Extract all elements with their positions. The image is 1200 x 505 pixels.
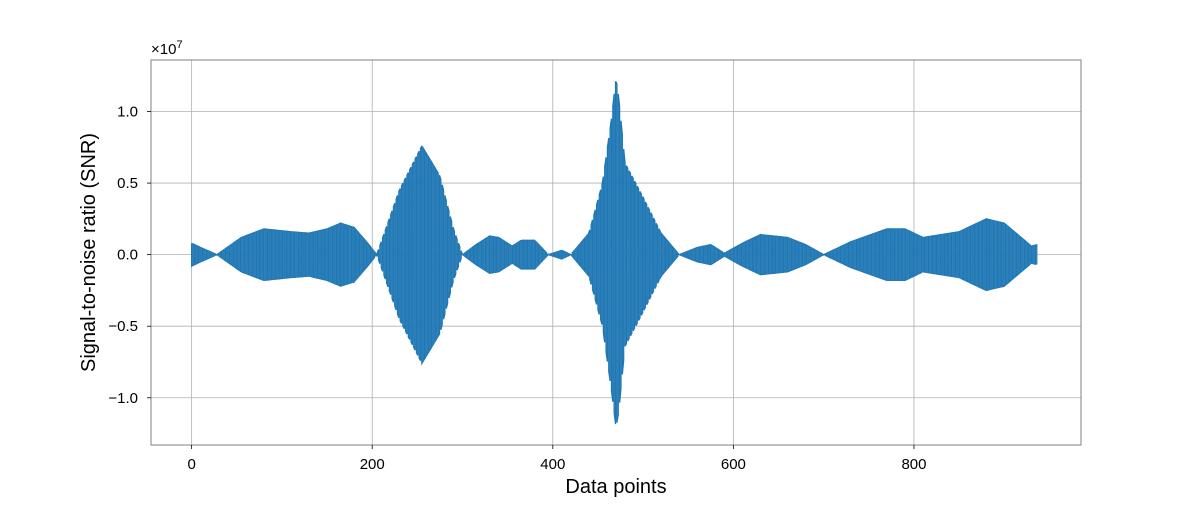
y-tick-label: −0.5	[108, 318, 138, 335]
scale-exponent-base: ×10	[151, 41, 176, 58]
scale-exponent-label: ×107	[151, 39, 183, 58]
y-tick-label: 1.0	[117, 104, 138, 121]
y-tick-label: 0.5	[117, 175, 138, 192]
y-tick-label: 0.0	[117, 247, 138, 264]
x-tick-label: 0	[187, 456, 195, 473]
axes-frame	[150, 59, 1082, 446]
x-tick-label: 400	[540, 456, 565, 473]
tick-layer: 0 200 400 600 800 −1.0 −0.5 0.0 0.5 1.0	[108, 104, 926, 473]
x-tick-label: 200	[360, 456, 385, 473]
plot-layer	[190, 81, 1038, 425]
x-axis-label: Data points	[565, 476, 666, 498]
y-tick-label: −1.0	[108, 390, 138, 407]
scale-exponent-power: 7	[176, 39, 182, 51]
x-tick-label: 600	[721, 456, 746, 473]
snr-series-line	[190, 81, 1038, 425]
x-tick-label: 800	[901, 456, 926, 473]
y-axis-label: Signal-to-noise ratio (SNR)	[78, 133, 100, 372]
